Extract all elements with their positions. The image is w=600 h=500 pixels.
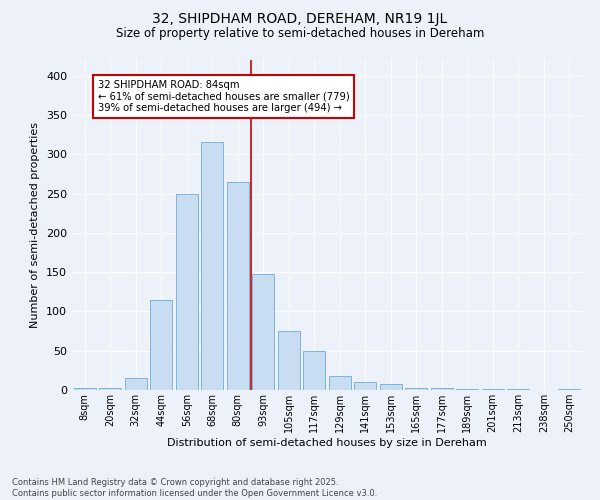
Y-axis label: Number of semi-detached properties: Number of semi-detached properties xyxy=(31,122,40,328)
Bar xyxy=(100,388,121,390)
Bar xyxy=(151,300,172,390)
Text: 32 SHIPDHAM ROAD: 84sqm
← 61% of semi-detached houses are smaller (779)
39% of s: 32 SHIPDHAM ROAD: 84sqm ← 61% of semi-de… xyxy=(97,80,349,113)
Bar xyxy=(431,388,452,390)
Bar xyxy=(355,382,376,390)
Bar xyxy=(329,376,350,390)
Bar xyxy=(253,274,274,390)
Bar xyxy=(125,378,146,390)
Bar xyxy=(278,331,299,390)
Text: Size of property relative to semi-detached houses in Dereham: Size of property relative to semi-detach… xyxy=(116,28,484,40)
Text: Contains HM Land Registry data © Crown copyright and database right 2025.
Contai: Contains HM Land Registry data © Crown c… xyxy=(12,478,377,498)
Bar xyxy=(406,388,427,390)
Bar xyxy=(304,350,325,390)
Bar xyxy=(508,389,529,390)
Bar xyxy=(559,389,580,390)
Bar xyxy=(74,388,95,390)
Bar xyxy=(202,142,223,390)
Text: 32, SHIPDHAM ROAD, DEREHAM, NR19 1JL: 32, SHIPDHAM ROAD, DEREHAM, NR19 1JL xyxy=(152,12,448,26)
X-axis label: Distribution of semi-detached houses by size in Dereham: Distribution of semi-detached houses by … xyxy=(167,438,487,448)
Bar xyxy=(457,389,478,390)
Bar xyxy=(482,389,503,390)
Bar xyxy=(176,194,197,390)
Bar xyxy=(380,384,401,390)
Bar xyxy=(227,182,248,390)
